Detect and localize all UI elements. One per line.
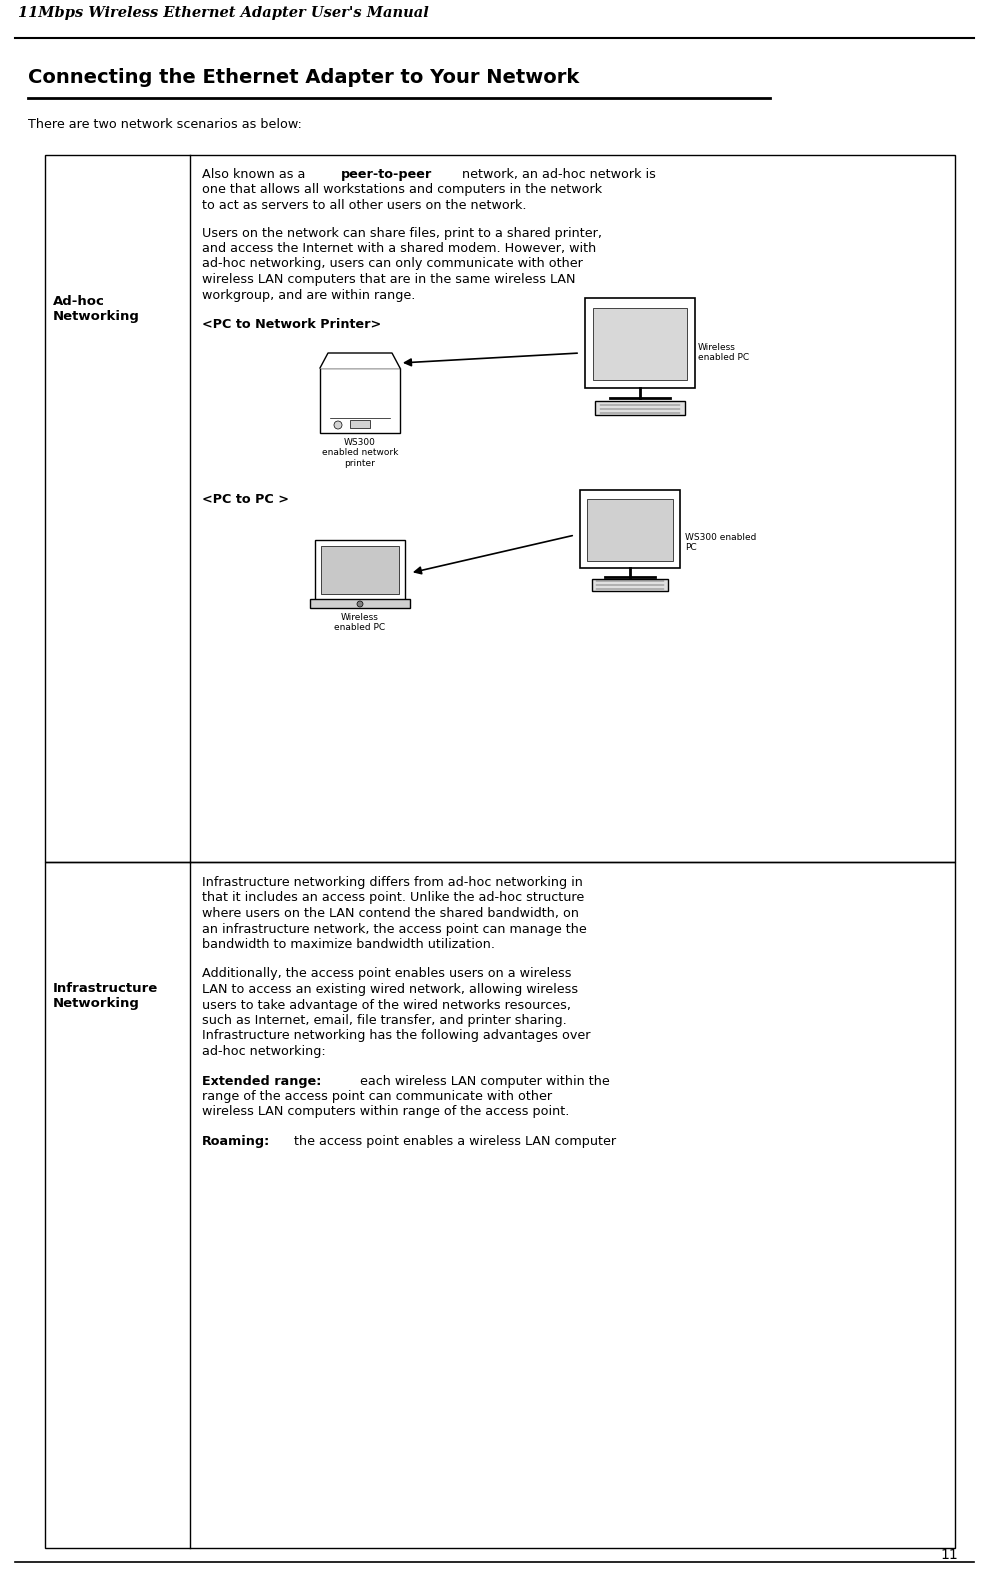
Text: Connecting the Ethernet Adapter to Your Network: Connecting the Ethernet Adapter to Your … xyxy=(28,68,580,87)
Bar xyxy=(587,500,673,561)
Bar xyxy=(45,155,955,862)
Text: each wireless LAN computer within the: each wireless LAN computer within the xyxy=(356,1075,610,1088)
Text: wireless LAN computers that are in the same wireless LAN: wireless LAN computers that are in the s… xyxy=(202,274,576,286)
Text: bandwidth to maximize bandwidth utilization.: bandwidth to maximize bandwidth utilizat… xyxy=(202,938,495,952)
Text: network, an ad-hoc network is: network, an ad-hoc network is xyxy=(458,168,656,180)
Bar xyxy=(595,402,685,414)
Text: Infrastructure
Networking: Infrastructure Networking xyxy=(53,982,158,1010)
Bar xyxy=(592,579,668,591)
Text: ad-hoc networking, users can only communicate with other: ad-hoc networking, users can only commun… xyxy=(202,258,583,270)
Text: Wireless
enabled PC: Wireless enabled PC xyxy=(334,613,386,632)
Text: Roaming:: Roaming: xyxy=(202,1135,270,1148)
Text: Users on the network can share files, print to a shared printer,: Users on the network can share files, pr… xyxy=(202,226,602,239)
Bar xyxy=(321,545,399,594)
Text: wireless LAN computers within range of the access point.: wireless LAN computers within range of t… xyxy=(202,1105,570,1118)
Text: Wireless
enabled PC: Wireless enabled PC xyxy=(698,343,749,362)
Text: Additionally, the access point enables users on a wireless: Additionally, the access point enables u… xyxy=(202,968,572,980)
Text: ad-hoc networking:: ad-hoc networking: xyxy=(202,1045,325,1058)
Bar xyxy=(585,297,695,387)
Bar xyxy=(350,421,370,428)
Text: Extended range:: Extended range: xyxy=(202,1075,321,1088)
Text: WS300 enabled
PC: WS300 enabled PC xyxy=(685,533,757,552)
Text: WS300
enabled network
printer: WS300 enabled network printer xyxy=(321,438,399,468)
Text: There are two network scenarios as below:: There are two network scenarios as below… xyxy=(28,119,302,131)
Polygon shape xyxy=(320,353,400,368)
Circle shape xyxy=(357,601,363,607)
Text: Infrastructure networking differs from ad-hoc networking in: Infrastructure networking differs from a… xyxy=(202,876,583,889)
Text: and access the Internet with a shared modem. However, with: and access the Internet with a shared mo… xyxy=(202,242,596,255)
Bar xyxy=(593,308,687,379)
Text: an infrastructure network, the access point can manage the: an infrastructure network, the access po… xyxy=(202,922,586,936)
Text: to act as servers to all other users on the network.: to act as servers to all other users on … xyxy=(202,199,526,212)
Text: workgroup, and are within range.: workgroup, and are within range. xyxy=(202,288,415,302)
Text: peer-to-peer: peer-to-peer xyxy=(340,168,432,180)
Bar xyxy=(310,599,410,609)
Text: the access point enables a wireless LAN computer: the access point enables a wireless LAN … xyxy=(290,1135,616,1148)
Text: Infrastructure networking has the following advantages over: Infrastructure networking has the follow… xyxy=(202,1029,590,1042)
Bar xyxy=(45,862,955,1548)
Text: LAN to access an existing wired network, allowing wireless: LAN to access an existing wired network,… xyxy=(202,983,579,996)
Text: such as Internet, email, file transfer, and printer sharing.: such as Internet, email, file transfer, … xyxy=(202,1013,567,1028)
Text: where users on the LAN contend the shared bandwidth, on: where users on the LAN contend the share… xyxy=(202,907,579,920)
Text: 11: 11 xyxy=(941,1548,958,1562)
Bar xyxy=(580,490,680,568)
Text: <PC to Network Printer>: <PC to Network Printer> xyxy=(202,318,381,330)
Text: that it includes an access point. Unlike the ad-hoc structure: that it includes an access point. Unlike… xyxy=(202,892,584,904)
Text: Ad-hoc
Networking: Ad-hoc Networking xyxy=(53,296,139,323)
Text: one that allows all workstations and computers in the network: one that allows all workstations and com… xyxy=(202,183,602,196)
Text: users to take advantage of the wired networks resources,: users to take advantage of the wired net… xyxy=(202,999,571,1012)
Bar xyxy=(320,368,400,433)
Circle shape xyxy=(334,421,342,428)
Text: Also known as a: Also known as a xyxy=(202,168,310,180)
Bar xyxy=(315,541,405,601)
Text: range of the access point can communicate with other: range of the access point can communicat… xyxy=(202,1089,552,1104)
Text: 11Mbps Wireless Ethernet Adapter User's Manual: 11Mbps Wireless Ethernet Adapter User's … xyxy=(18,6,429,21)
Text: <PC to PC >: <PC to PC > xyxy=(202,493,289,506)
